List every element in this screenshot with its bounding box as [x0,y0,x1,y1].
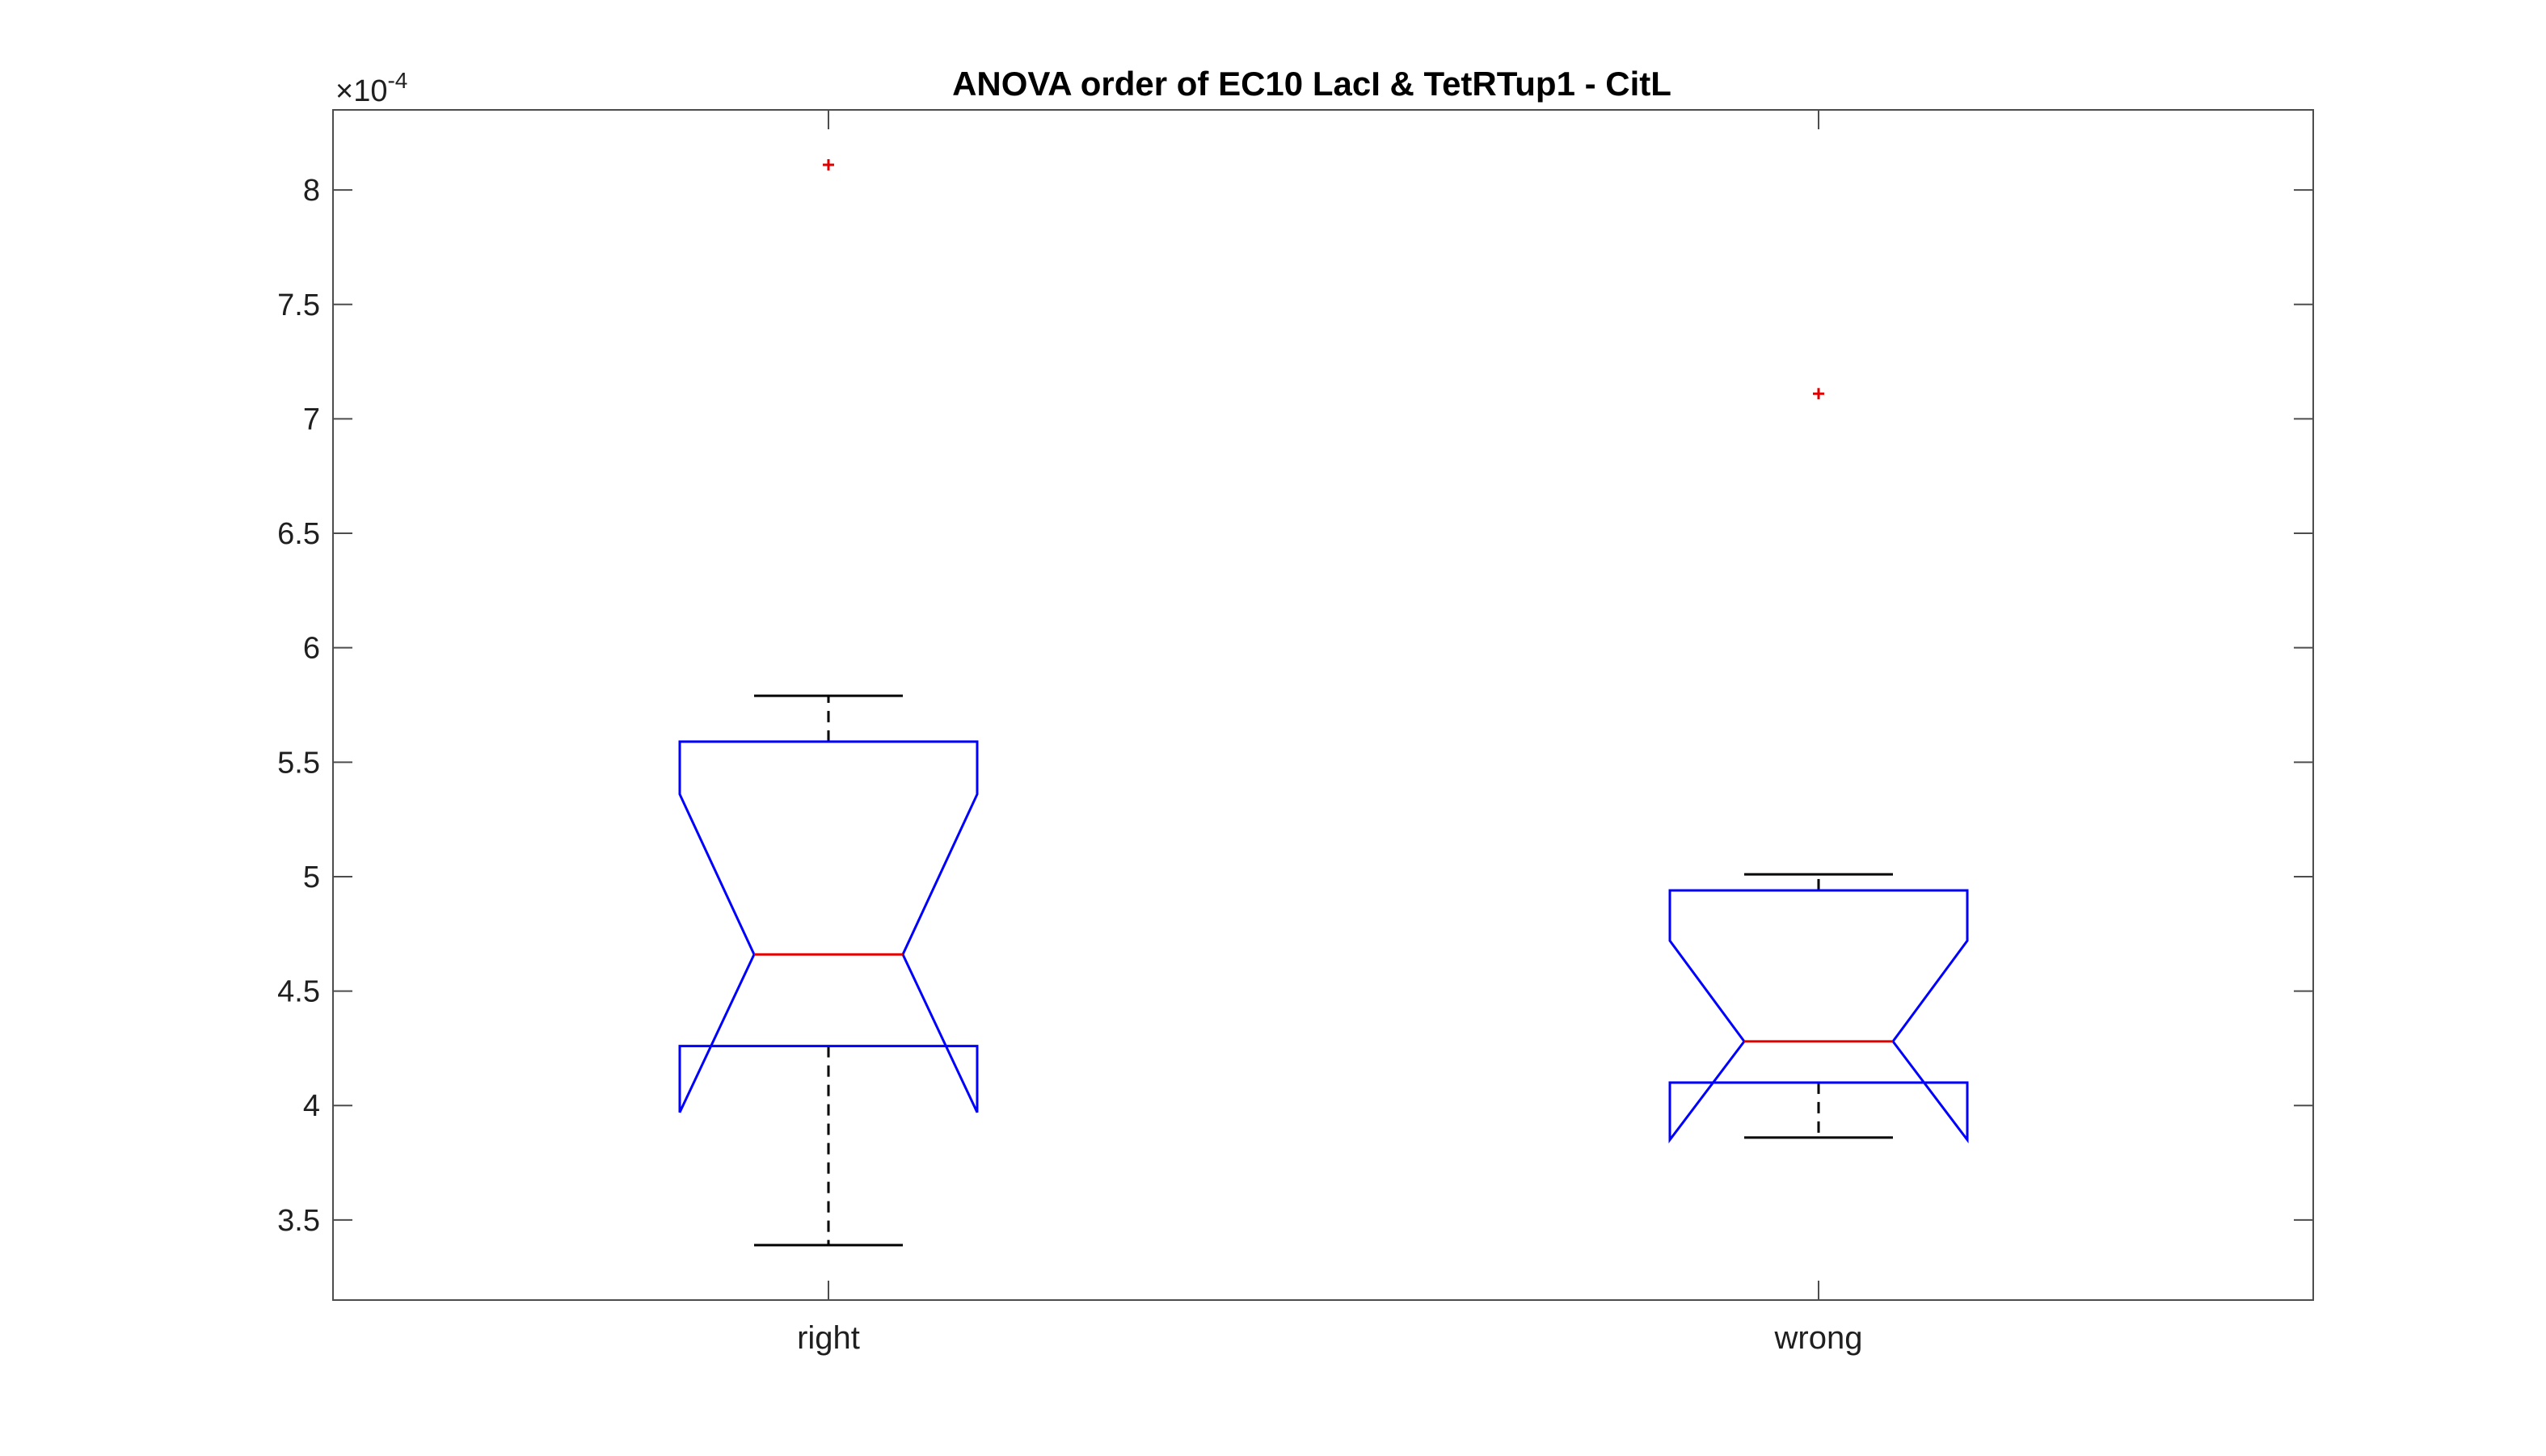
outlier-marker [1813,388,1824,400]
y-tick-label: 6.5 [277,517,320,551]
outlier-marker [823,158,834,170]
y-tick-label: 7 [303,402,320,436]
notched-box [678,740,979,1113]
y-tick-label: 6 [303,632,320,666]
y-tick-label: 5 [303,861,320,894]
box-wrong [1668,388,1969,1144]
x-tick-label: right [797,1320,860,1356]
y-tick-label: 4.5 [277,975,320,1009]
x-tick-label: wrong [1774,1320,1863,1356]
y-exponent-label: ×10-4 [335,68,407,108]
axes [332,109,2314,1301]
y-tick-label: 8 [303,174,320,208]
y-tick-label: 3.5 [277,1204,320,1238]
notched-box [1668,889,1969,1144]
box-right [678,158,979,1247]
y-tick-label: 7.5 [277,288,320,322]
y-exponent-prefix: ×10 [335,74,387,108]
plot-area-frame [332,109,2314,1301]
y-tick-label: 5.5 [277,746,320,780]
y-tick-label: 4 [303,1089,320,1123]
axis-ticks: 3.5 4 4.5 5 5.5 6 6.5 7 7.5 8 right wrong [277,110,2313,1356]
box-series [678,158,1969,1247]
chart-title: ANOVA order of EC10 LacI & TetRTup1 - Ci… [952,65,1671,103]
y-exponent-power: -4 [387,68,407,93]
svg-text:×10-4: ×10-4 [335,68,407,108]
